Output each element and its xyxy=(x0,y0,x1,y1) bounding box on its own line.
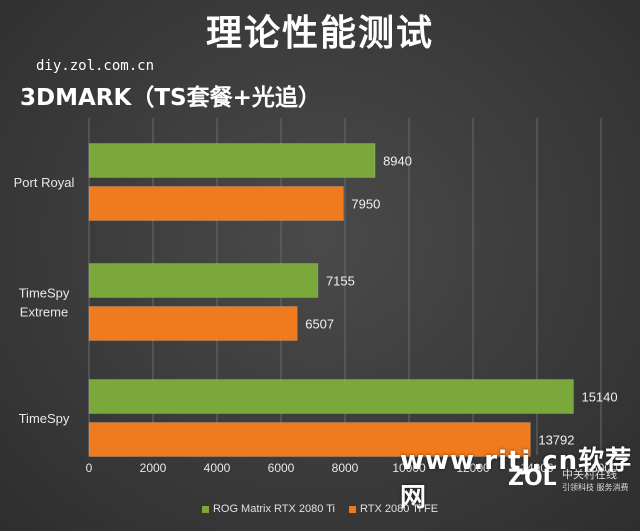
x-tick-label: 12000 xyxy=(456,461,490,475)
chart-title: 理论性能测试 xyxy=(205,13,434,54)
legend: ROG Matrix RTX 2080 Ti RTX 2080 Ti FE xyxy=(0,503,640,515)
bar-value-label: 7950 xyxy=(351,197,380,212)
category-label: TimeSpy xyxy=(19,286,70,301)
x-tick-label: 16000 xyxy=(584,461,618,475)
legend-swatch-green xyxy=(201,505,209,513)
bar-value-label: 6507 xyxy=(305,317,334,332)
category-label: TimeSpy xyxy=(19,411,70,426)
bar-value-label: 7155 xyxy=(326,274,355,289)
bar-value-label: 13792 xyxy=(538,433,574,448)
zol-logo-line1: 中关村在线 xyxy=(562,468,617,481)
bar-fe-0 xyxy=(88,186,344,221)
legend-label-fe: RTX 2080 Ti FE xyxy=(360,503,439,515)
x-tick-label: 10000 xyxy=(392,461,426,475)
bar-rog-2 xyxy=(88,379,574,414)
x-tick-label: 4000 xyxy=(204,461,231,475)
zol-logo: ZOL xyxy=(508,466,557,491)
x-tick-label: 2000 xyxy=(140,461,167,475)
source-label: diy.zol.com.cn xyxy=(36,58,155,74)
bar-value-label: 15140 xyxy=(581,390,617,405)
x-tick-label: 8000 xyxy=(332,461,359,475)
zol-logo-caption: 中关村在线 引领科技 服务消费 xyxy=(562,468,629,494)
legend-swatch-orange xyxy=(349,505,356,513)
category-label: Port Royal xyxy=(14,175,75,190)
zol-logo-line2: 引领科技 服务消费 xyxy=(562,483,629,492)
category-label: Extreme xyxy=(20,305,68,320)
legend-item-rog: ROG Matrix RTX 2080 Ti xyxy=(201,503,335,515)
x-tick-label: 6000 xyxy=(268,461,295,475)
bar-fe-1 xyxy=(88,306,298,341)
legend-item-fe: RTX 2080 Ti FE xyxy=(349,503,438,515)
legend-label-rog: ROG Matrix RTX 2080 Ti xyxy=(212,503,335,515)
x-tick-label: 14000 xyxy=(520,461,554,475)
bar-rog-1 xyxy=(88,263,319,298)
x-tick-label: 0 xyxy=(86,461,93,475)
bar-rog-0 xyxy=(88,143,376,178)
bar-value-label: 8940 xyxy=(383,154,412,169)
chart-subtitle: 3DMARK（TS套餐+光追） xyxy=(20,85,321,111)
bar-fe-2 xyxy=(88,422,531,457)
watermark: www.ritj.cn软荐网 xyxy=(400,446,633,513)
